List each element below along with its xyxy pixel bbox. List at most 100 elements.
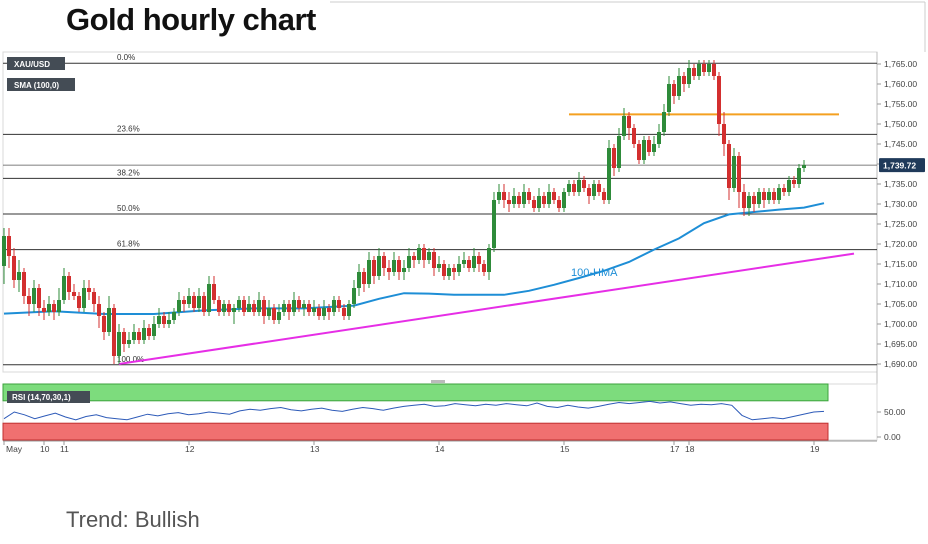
candle-body — [517, 196, 521, 204]
rsi-tick-label: 50.00 — [884, 407, 906, 417]
rsi-label: RSI (14,70,30,1) — [12, 393, 71, 402]
current-price-label: 1,739.72 — [883, 161, 916, 171]
candle-body — [292, 300, 296, 312]
candle-body — [607, 148, 611, 200]
x-tick-label: 10 — [40, 444, 50, 454]
candle-body — [407, 256, 411, 268]
candle-body — [82, 288, 86, 308]
candle-body — [722, 124, 726, 144]
candle-body — [667, 84, 671, 112]
y-tick-label: 1,710.00 — [884, 279, 917, 289]
candle-body — [107, 308, 111, 332]
candle-body — [787, 180, 791, 192]
candle-body — [717, 76, 721, 124]
candle-body — [187, 296, 191, 304]
y-tick-label: 1,700.00 — [884, 319, 917, 329]
candle-body — [462, 260, 466, 264]
candle-body — [202, 296, 206, 312]
candle-body — [302, 304, 306, 308]
x-tick-label: 12 — [185, 444, 195, 454]
candle-body — [452, 268, 456, 272]
candle-body — [507, 200, 511, 204]
candle-body — [552, 192, 556, 200]
candle-body — [662, 112, 666, 132]
fib-label: 100.0% — [117, 355, 144, 364]
candle-body — [712, 64, 716, 76]
candle-body — [237, 300, 241, 308]
candle-body — [17, 272, 21, 280]
candle-body — [402, 268, 406, 272]
candle-body — [497, 192, 501, 200]
candle-body — [642, 140, 646, 160]
price-axis: 1,765.00 1,760.00 1,755.00 1,750.00 1,745.00… — [877, 59, 925, 369]
fib-label: 61.8% — [117, 240, 140, 249]
candle-body — [357, 272, 361, 288]
candle-body — [37, 288, 41, 308]
fib-label: 0.0% — [117, 53, 135, 62]
candle-body — [327, 308, 331, 312]
y-tick-label: 1,730.00 — [884, 199, 917, 209]
candle-body — [362, 272, 366, 284]
candle-body — [72, 292, 76, 296]
candle-body — [137, 332, 141, 340]
candle-body — [122, 332, 126, 344]
candle-body — [232, 308, 236, 312]
candle-body — [632, 128, 636, 144]
candle-body — [802, 165, 806, 168]
fib-label: 23.6% — [117, 124, 140, 133]
candle-body — [677, 76, 681, 96]
candle-body — [27, 296, 31, 304]
y-tick-label: 1,715.00 — [884, 259, 917, 269]
candle-body — [747, 196, 751, 208]
y-tick-label: 1,750.00 — [884, 119, 917, 129]
x-tick-label: 18 — [685, 444, 695, 454]
x-tick-label: 17 — [670, 444, 680, 454]
candle-body — [627, 116, 631, 128]
candle-body — [177, 300, 181, 312]
candle-body — [322, 308, 326, 316]
candle-body — [572, 184, 576, 192]
candle-body — [537, 196, 541, 208]
candle-body — [257, 300, 261, 312]
y-tick-label: 1,725.00 — [884, 219, 917, 229]
fib-label: 50.0% — [117, 204, 140, 213]
candle-body — [167, 320, 171, 324]
candle-body — [22, 272, 26, 296]
y-tick-label: 1,765.00 — [884, 59, 917, 69]
rsi-oversold-zone — [2, 422, 829, 441]
candle-body — [467, 260, 471, 268]
candle-body — [397, 260, 401, 272]
candle-body — [347, 304, 351, 316]
price-plot-area[interactable] — [2, 1, 926, 440]
candle-body — [92, 292, 96, 304]
candle-body — [797, 168, 801, 184]
candle-body — [377, 256, 381, 276]
candle-body — [392, 260, 396, 272]
fibonacci-levels: 0.0% 23.6% 38.2% 50.0% 61.8% 100.0% — [3, 53, 877, 366]
candle-body — [162, 316, 166, 324]
y-tick-label: 1,745.00 — [884, 139, 917, 149]
gold-chart[interactable]: 0.0%23.6%38.2%50.0%61.8%100.0% 1,765.001… — [0, 0, 928, 460]
candle-body — [342, 308, 346, 316]
candle-body — [767, 192, 771, 200]
candle-body — [67, 276, 71, 292]
candle-body — [542, 196, 546, 204]
candle-body — [577, 180, 581, 192]
y-tick-label: 1,695.00 — [884, 339, 917, 349]
candle-body — [777, 188, 781, 200]
candle-body — [762, 192, 766, 200]
candle-body — [487, 248, 491, 272]
candle-body — [102, 316, 106, 332]
rsi-line — [3, 400, 825, 421]
candle-body — [332, 300, 336, 312]
chart-labels: XAU/USD SMA (100,0) 100-HMA — [7, 57, 618, 279]
candle-body — [47, 304, 51, 312]
hma-label: 100-HMA — [571, 267, 618, 279]
candle-body — [252, 304, 256, 312]
x-tick-label: 14 — [435, 444, 445, 454]
candle-body — [672, 84, 676, 96]
candle-body — [567, 184, 571, 192]
candle-body — [387, 268, 391, 272]
candle-body — [657, 132, 661, 144]
candle-body — [152, 324, 156, 336]
